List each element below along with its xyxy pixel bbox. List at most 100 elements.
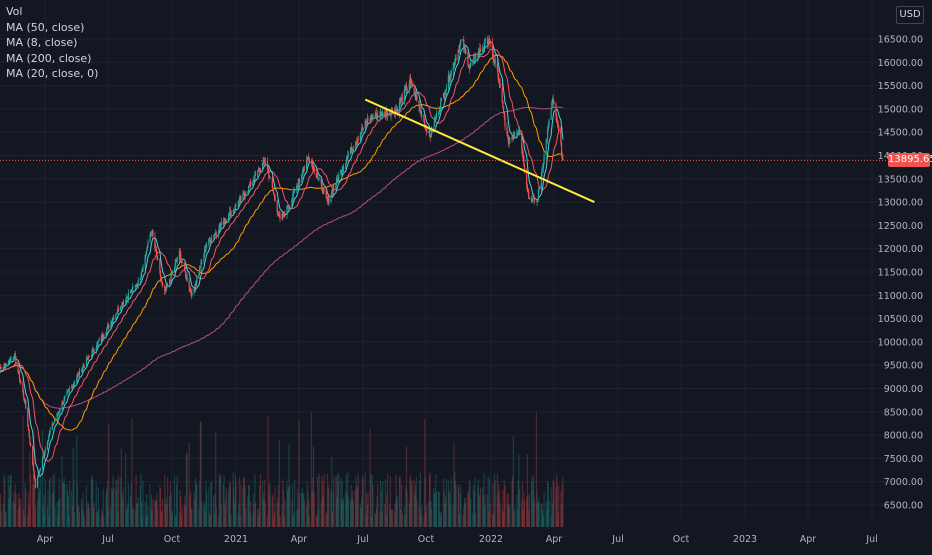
volume-bar (529, 494, 530, 527)
volume-bars (0, 413, 564, 527)
volume-bar (304, 501, 305, 527)
candle-body (167, 284, 168, 287)
legend-ma-50[interactable]: MA (50, close) (6, 20, 98, 36)
candle-body (196, 277, 197, 282)
candle-body (250, 182, 251, 186)
legend-ma-20[interactable]: MA (20, close, 0) (6, 66, 98, 82)
candle-body (411, 82, 412, 88)
y-tick-label: 8000.00 (884, 431, 923, 442)
volume-bar (284, 500, 285, 527)
candle-body (32, 446, 33, 465)
volume-bar (562, 477, 563, 527)
candle-body (289, 206, 290, 207)
currency-button[interactable]: USD (896, 6, 924, 24)
candle-body (50, 430, 51, 433)
volume-bar (270, 483, 271, 527)
volume-bar (397, 498, 398, 527)
volume-bar (138, 497, 139, 527)
y-tick-label: 10500.00 (878, 314, 923, 325)
candle-body (502, 88, 503, 101)
volume-bar (6, 512, 7, 527)
x-tick-label: Jul (101, 534, 113, 545)
volume-bar (314, 493, 315, 527)
candle-body (216, 233, 217, 234)
volume-bar (226, 488, 227, 527)
candle-body (548, 120, 549, 126)
y-tick-label: 9500.00 (884, 361, 923, 372)
candle-body (69, 389, 70, 390)
candle-body (1, 368, 2, 369)
candle-body (98, 339, 99, 341)
candle-body (543, 154, 544, 163)
candle-body (562, 159, 563, 161)
candle-body (358, 139, 359, 140)
candle-body (272, 178, 273, 187)
candle-body (245, 194, 246, 196)
volume-bar (240, 484, 241, 527)
volume-bar (553, 481, 554, 527)
candle-body (446, 88, 447, 91)
candle-body (330, 195, 331, 202)
legend-ma-8[interactable]: MA (8, close) (6, 35, 98, 51)
volume-bar (353, 499, 354, 527)
candle-body (440, 101, 441, 109)
volume-bar (74, 512, 75, 527)
candle-body (235, 205, 236, 206)
candle-body (182, 261, 183, 263)
candle-body (529, 198, 530, 199)
candle-body (10, 359, 11, 360)
volume-bar (162, 499, 163, 527)
candle-body (64, 396, 65, 398)
candle-body (133, 287, 134, 288)
candle-body (558, 127, 559, 131)
candle-body (106, 329, 107, 333)
legend-ma-200[interactable]: MA (200, close) (6, 51, 98, 67)
y-tick-label: 7000.00 (884, 477, 923, 488)
candle-body (460, 39, 461, 41)
volume-bar (475, 514, 476, 527)
candle-body (35, 479, 36, 487)
candle-body (338, 175, 339, 181)
volume-bar (534, 499, 535, 527)
candle-body (509, 139, 510, 140)
candle-body (495, 60, 496, 64)
candle-body (387, 113, 388, 116)
volume-bar (50, 477, 51, 527)
x-tick-label: Oct (418, 534, 435, 545)
candle-body (96, 347, 97, 351)
candle-body (152, 231, 153, 236)
candle-body (142, 267, 143, 268)
y-tick-label: 12000.00 (878, 244, 923, 255)
volume-bar (407, 492, 408, 527)
candle-body (436, 113, 437, 119)
candle-body (451, 71, 452, 76)
candle-body (265, 161, 266, 162)
volume-bar (40, 475, 41, 527)
volume-bar (548, 501, 549, 527)
x-tick-label: Oct (164, 534, 181, 545)
y-tick-label: 16500.00 (878, 35, 923, 46)
candle-body (30, 443, 31, 446)
candle-body (348, 154, 349, 155)
volume-bar (455, 484, 456, 527)
trendline (365, 100, 594, 203)
volume-bar (186, 453, 187, 527)
legend-vol[interactable]: Vol (6, 4, 98, 20)
volume-bar (211, 483, 212, 527)
volume-bar (15, 494, 16, 527)
candle-body (33, 465, 34, 471)
volume-bar (323, 474, 324, 527)
volume-bar (480, 488, 481, 527)
volume-bar (279, 440, 280, 527)
x-tick-label: Apr (37, 534, 54, 545)
candle-body (89, 356, 90, 357)
volume-bar (196, 484, 197, 527)
volume-bar (25, 489, 26, 527)
volume-bar (245, 508, 246, 527)
candle-body (42, 459, 43, 468)
volume-bar (231, 514, 232, 527)
x-tick-label: Jul (356, 534, 368, 545)
volume-bar (465, 498, 466, 527)
